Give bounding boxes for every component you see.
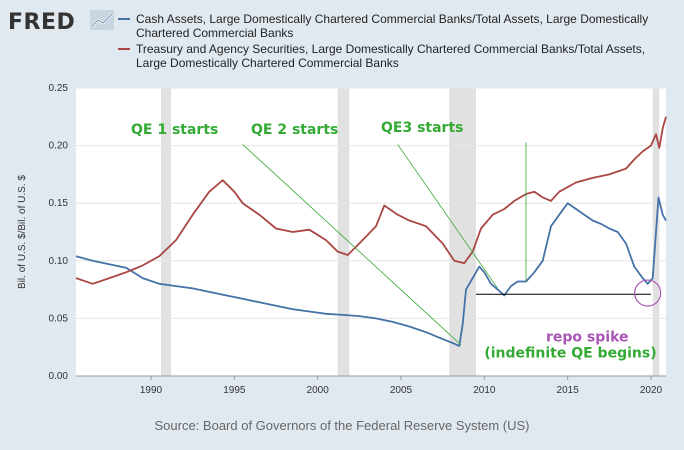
annotations: QE 1 starts QE 2 starts QE3 starts repo spi… <box>131 120 662 362</box>
repo-spike-circle <box>634 279 662 307</box>
x-tick-label: 2015 <box>557 385 580 396</box>
x-tick-label: 2005 <box>390 385 413 396</box>
legend-entry-treasury[interactable]: Treasury and Agency Securities, Large Do… <box>118 42 674 70</box>
series-line-0 <box>75 196 667 347</box>
annotation-pointer-1 <box>397 144 498 289</box>
legend-swatch-treasury <box>118 48 130 50</box>
x-axis-ticks: 1990 1995 2000 2005 2010 2015 2020 <box>140 376 663 396</box>
legend-entry-cash-assets[interactable]: Cash Assets, Large Domestically Chartere… <box>118 12 674 40</box>
series-line-1 <box>75 116 667 285</box>
x-tick-label: 2010 <box>473 385 496 396</box>
y-tick-label: 0.10 <box>49 256 69 267</box>
y-axis-label: Bil. of U.S. $/Bil. of U.S. $ <box>17 175 28 289</box>
x-tick-label: 2000 <box>307 385 330 396</box>
annotation-label-3: repo spike <box>546 329 629 345</box>
annotation-label-1: QE 2 starts <box>251 122 338 138</box>
x-tick-label: 1990 <box>140 385 163 396</box>
chart-header: FRED Cash Assets, Large Domestically Cha… <box>0 0 684 82</box>
legend-label-cash: Cash Assets, Large Domestically Chartere… <box>136 12 649 40</box>
x-tick-label: 1995 <box>223 385 246 396</box>
annotation-label-4: (indefinite QE begins) <box>484 346 656 362</box>
recession-band-0 <box>161 88 171 376</box>
y-axis-ticks: 0.00 0.05 0.10 0.15 0.20 0.25 <box>49 83 69 382</box>
y-tick-label: 0.00 <box>49 371 69 382</box>
annotation-label-0: QE 1 starts <box>131 122 218 138</box>
annotation-label-2: QE3 starts <box>381 120 463 136</box>
y-tick-label: 0.25 <box>49 83 69 94</box>
series-lines <box>75 116 667 347</box>
source-note: Source: Board of Governors of the Federa… <box>154 418 530 433</box>
x-tick-label: 2020 <box>640 385 663 396</box>
y-tick-label: 0.15 <box>49 198 69 209</box>
legend-swatch-cash <box>118 18 130 20</box>
legend-label-treasury: Treasury and Agency Securities, Large Do… <box>136 42 646 70</box>
fred-logo-chart-icon <box>90 10 114 30</box>
y-tick-label: 0.20 <box>49 141 69 152</box>
y-tick-label: 0.05 <box>49 313 69 324</box>
annotation-pointer-0 <box>242 144 462 346</box>
fred-logo[interactable]: FRED <box>8 10 76 35</box>
recession-band-1 <box>337 88 350 376</box>
